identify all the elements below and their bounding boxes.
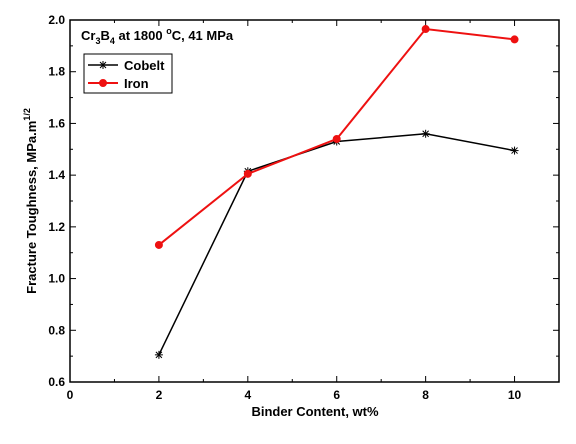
data-point-d2: [155, 351, 163, 359]
legend-label-iron: Iron: [124, 76, 149, 91]
x-tick-label: 10: [508, 388, 522, 402]
series-iron: [154, 25, 519, 249]
series-line-cobelt: [158, 133, 515, 356]
chart-annotation: Cr3B4 at 1800 oC, 41 MPa: [81, 26, 234, 46]
x-tick-label: 6: [333, 388, 340, 402]
y-tick-label: 2.0: [48, 13, 65, 27]
data-point: [332, 134, 341, 143]
x-tick-label: 8: [422, 388, 429, 402]
legend-marker-cobelt-d2: [99, 61, 107, 69]
x-tick-label: 4: [244, 388, 251, 402]
y-tick-label: 1.6: [48, 116, 65, 130]
y-tick-label: 1.8: [48, 65, 65, 79]
y-tick-label: 1.4: [48, 168, 65, 182]
x-tick-label: 2: [156, 388, 163, 402]
data-point: [510, 146, 519, 155]
data-point: [421, 25, 430, 34]
y-tick-label: 0.8: [48, 323, 65, 337]
x-axis-title: Binder Content, wt%: [251, 404, 379, 419]
data-point: [421, 129, 430, 138]
data-point-d2: [422, 130, 429, 138]
y-tick-label: 1.0: [48, 272, 65, 286]
legend: Cobelt Iron: [83, 53, 173, 94]
legend-label-cobelt: Cobelt: [124, 58, 165, 73]
series-layer: [154, 25, 519, 359]
axes: 0 2 4 6 8 10 0.6 0.8 1.0 1.2 1.4 1.6 1.8 2.0: [48, 13, 560, 402]
data-point: [154, 350, 163, 359]
y-tick-label: 1.2: [48, 220, 65, 234]
x-tick-label: 0: [67, 388, 74, 402]
data-point-d2: [511, 147, 518, 154]
data-point: [243, 169, 252, 178]
series-cobelt: [154, 129, 519, 359]
y-tick-label: 0.6: [48, 375, 65, 389]
y-axis-title: Fracture Toughness, MPa.m1/2: [22, 108, 39, 294]
legend-marker-iron: [99, 79, 107, 87]
data-point: [154, 240, 163, 249]
data-point: [510, 35, 519, 44]
legend-marker-cobelt: [99, 61, 107, 69]
legend-box: [83, 53, 173, 94]
